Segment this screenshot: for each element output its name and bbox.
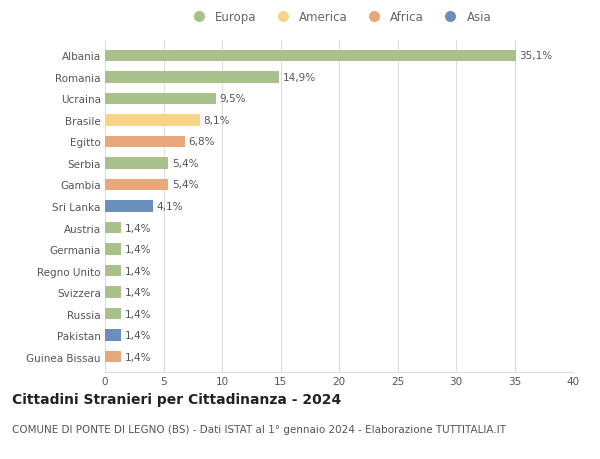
Bar bbox=[105, 265, 121, 277]
Text: 4,1%: 4,1% bbox=[157, 202, 183, 212]
Text: 1,4%: 1,4% bbox=[125, 352, 151, 362]
Text: 1,4%: 1,4% bbox=[125, 245, 151, 254]
Bar bbox=[105, 179, 168, 191]
Text: 1,4%: 1,4% bbox=[125, 223, 151, 233]
Text: 35,1%: 35,1% bbox=[519, 51, 553, 62]
Text: 8,1%: 8,1% bbox=[203, 116, 230, 126]
Bar bbox=[105, 93, 216, 105]
Bar bbox=[105, 115, 200, 127]
Bar bbox=[105, 244, 121, 255]
Bar bbox=[105, 308, 121, 320]
Bar bbox=[105, 136, 185, 148]
Text: Cittadini Stranieri per Cittadinanza - 2024: Cittadini Stranieri per Cittadinanza - 2… bbox=[12, 392, 341, 406]
Text: 6,8%: 6,8% bbox=[188, 137, 215, 147]
Bar bbox=[105, 158, 168, 169]
Text: 5,4%: 5,4% bbox=[172, 180, 198, 190]
Bar bbox=[105, 286, 121, 298]
Bar bbox=[105, 351, 121, 363]
Bar bbox=[105, 330, 121, 341]
Bar bbox=[105, 222, 121, 234]
Text: 5,4%: 5,4% bbox=[172, 159, 198, 168]
Bar bbox=[105, 201, 153, 213]
Bar bbox=[105, 72, 280, 84]
Text: 1,4%: 1,4% bbox=[125, 309, 151, 319]
Bar bbox=[105, 50, 515, 62]
Text: 1,4%: 1,4% bbox=[125, 330, 151, 340]
Text: 1,4%: 1,4% bbox=[125, 287, 151, 297]
Legend: Europa, America, Africa, Asia: Europa, America, Africa, Asia bbox=[182, 6, 496, 29]
Text: 9,5%: 9,5% bbox=[220, 94, 246, 104]
Text: COMUNE DI PONTE DI LEGNO (BS) - Dati ISTAT al 1° gennaio 2024 - Elaborazione TUT: COMUNE DI PONTE DI LEGNO (BS) - Dati IST… bbox=[12, 425, 506, 435]
Text: 1,4%: 1,4% bbox=[125, 266, 151, 276]
Text: 14,9%: 14,9% bbox=[283, 73, 316, 83]
